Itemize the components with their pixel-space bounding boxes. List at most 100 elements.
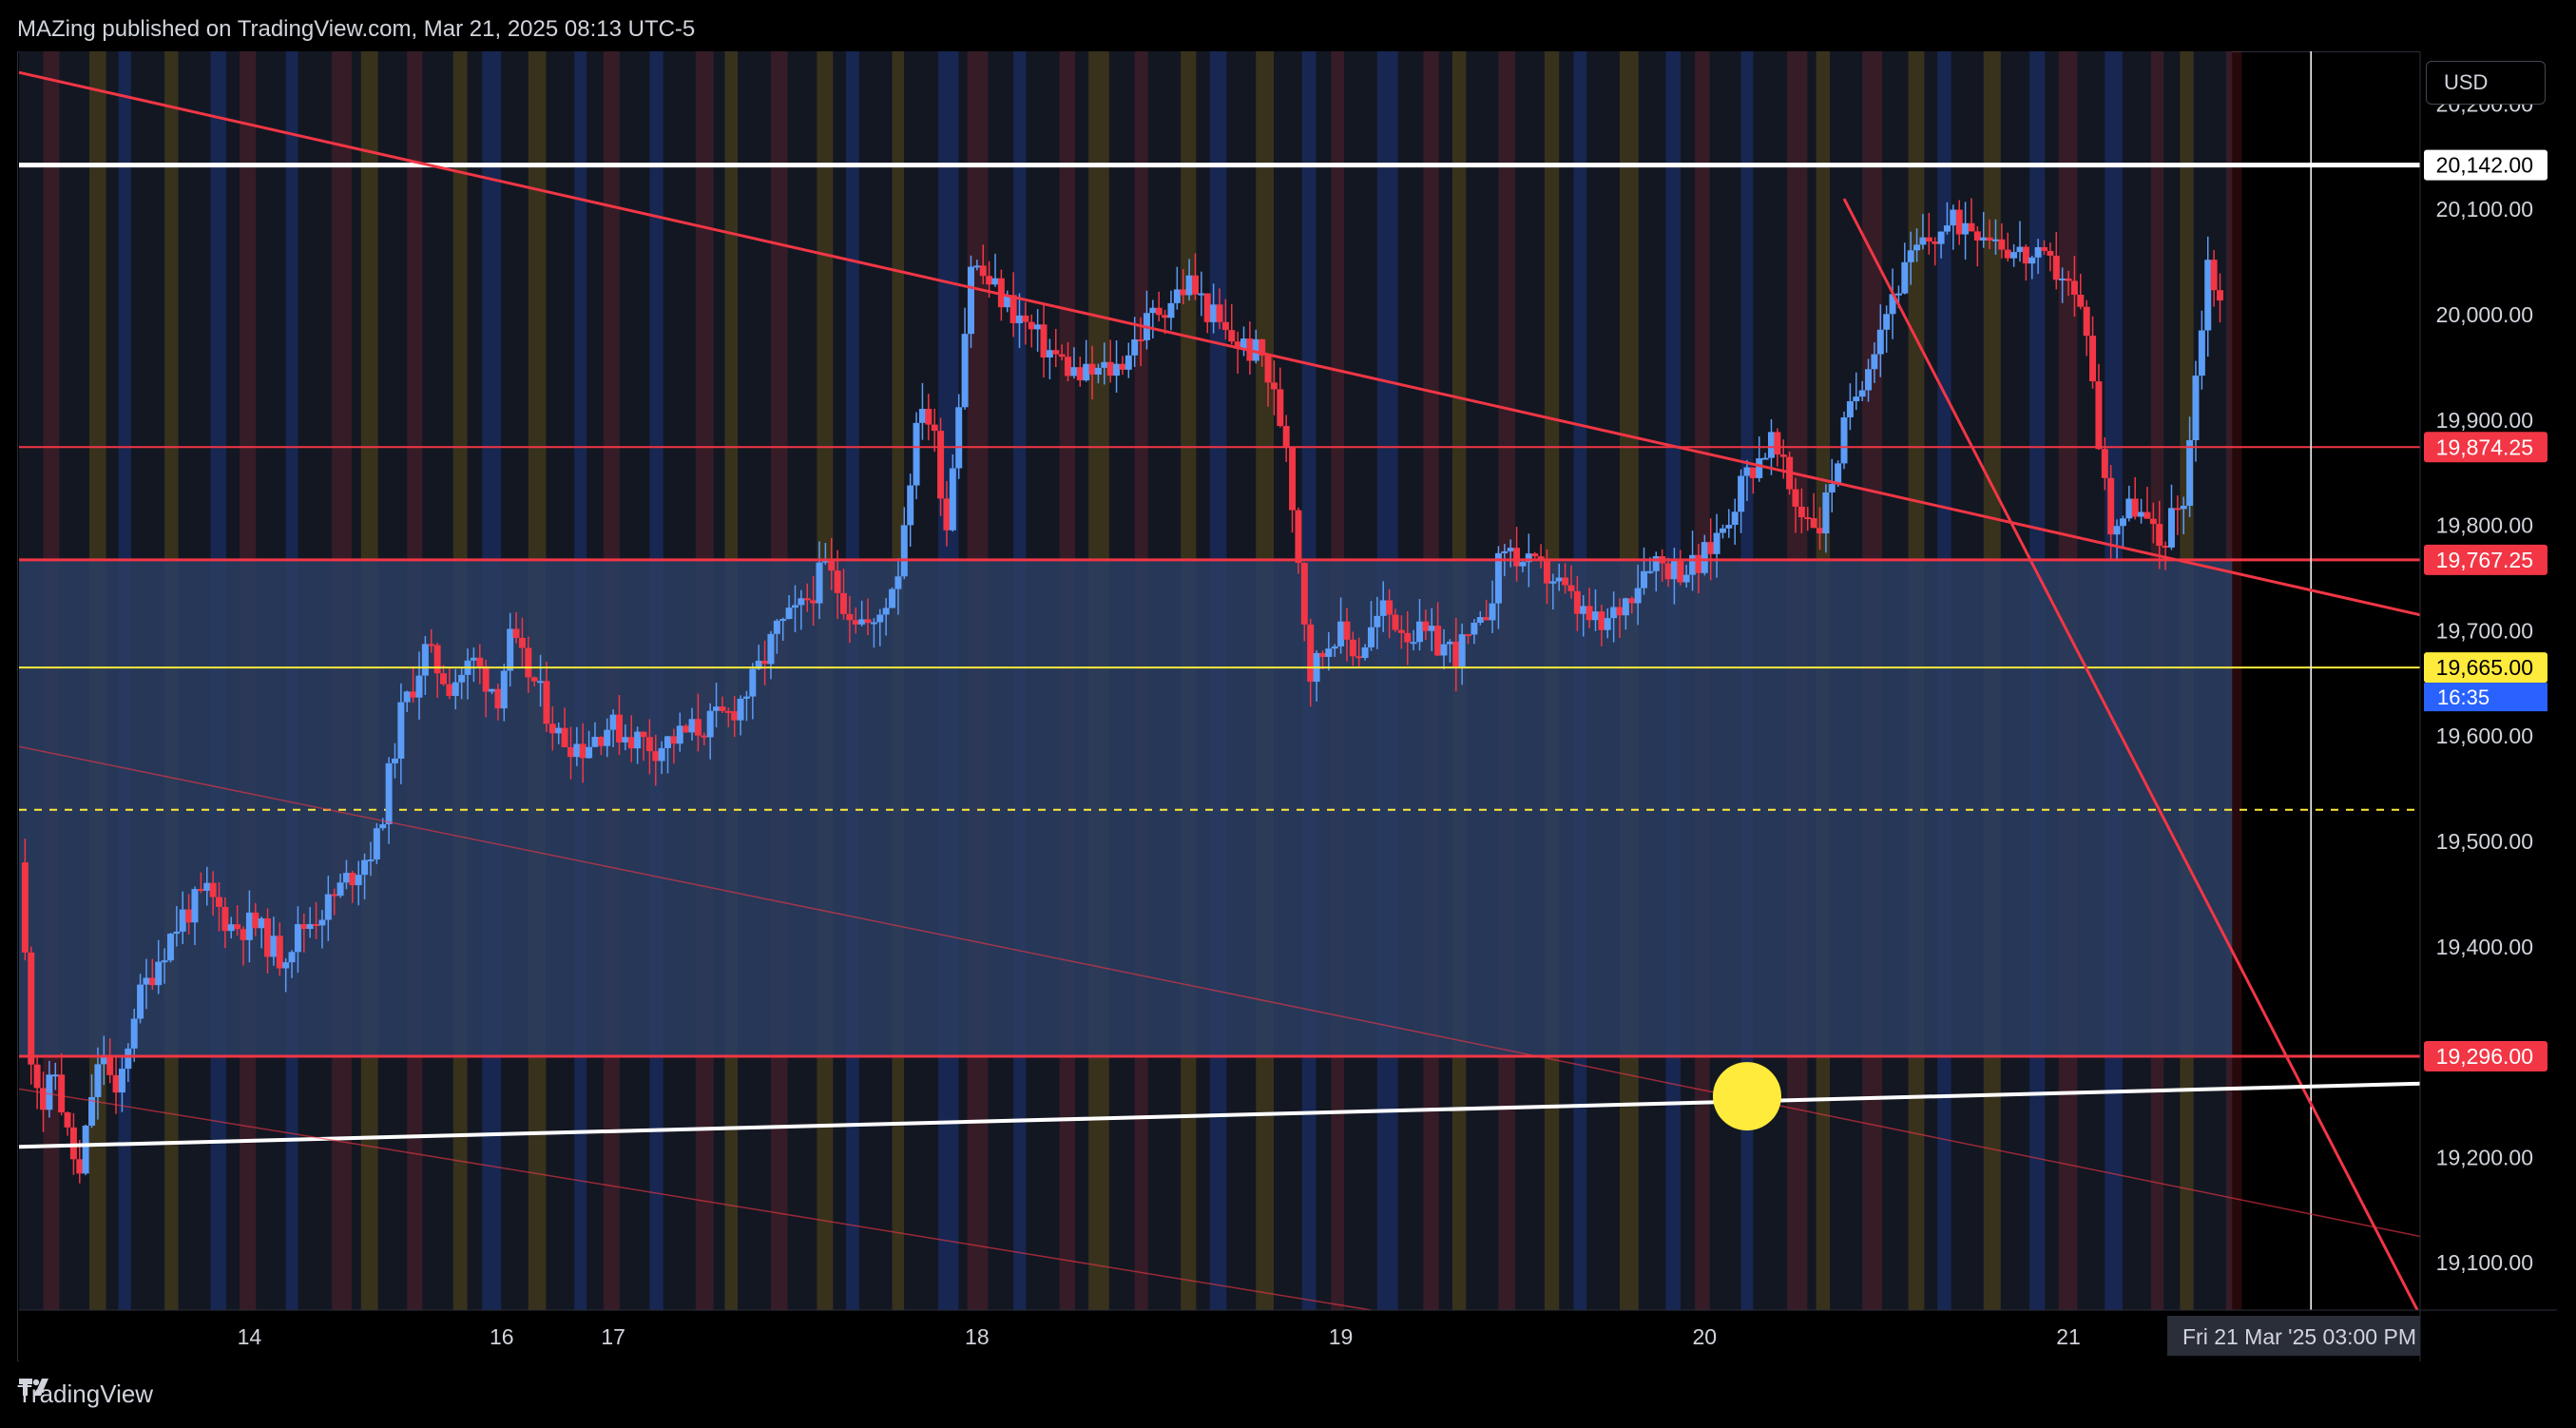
candle-body	[130, 1018, 138, 1049]
candle-body	[1894, 293, 1902, 296]
candle-body	[949, 468, 956, 531]
trendline	[18, 70, 2421, 617]
candle-body	[810, 600, 817, 604]
candle-body	[1210, 304, 1218, 322]
candle-body	[403, 691, 411, 703]
candle-body	[1058, 354, 1066, 357]
candle-body	[1943, 225, 1951, 232]
candle-body	[573, 743, 581, 758]
candle-body	[1149, 307, 1157, 314]
currency-button[interactable]: USD	[2426, 61, 2546, 105]
candle-body	[2083, 306, 2090, 337]
candle-body	[2059, 278, 2067, 280]
candle-body	[264, 917, 272, 957]
candle-body	[1519, 562, 1527, 567]
candle-body	[918, 408, 926, 423]
candle-body	[306, 923, 314, 930]
candle-body	[1125, 355, 1132, 370]
x-tick-label: 19	[1329, 1324, 1354, 1349]
candle-body	[276, 936, 283, 969]
candle-body	[1774, 432, 1781, 455]
candle-body	[1962, 222, 1970, 235]
candle-body	[798, 598, 805, 606]
candle-body	[227, 924, 235, 932]
candle-body	[1537, 556, 1545, 561]
candle-body	[1446, 641, 1453, 645]
candle-body	[1677, 559, 1684, 583]
candle-body	[1756, 458, 1763, 478]
candle-body	[1397, 629, 1405, 633]
candle-body	[234, 924, 241, 930]
candle-body	[1277, 389, 1284, 427]
candle-body	[1804, 517, 1812, 520]
candle-body	[367, 859, 375, 862]
candle-body	[1797, 506, 1805, 518]
candle-body	[33, 1064, 41, 1089]
candle-body	[1361, 646, 1369, 658]
candle-body	[530, 677, 538, 682]
candle-body	[476, 657, 484, 666]
candle-body	[361, 859, 369, 876]
candle-body	[2028, 257, 2036, 264]
candle-body	[609, 714, 617, 730]
candle-body	[69, 1127, 77, 1160]
candle-body	[1567, 585, 1575, 591]
candle-body	[1865, 369, 1873, 391]
candle-body	[489, 688, 496, 692]
candle-body	[1046, 350, 1053, 357]
candle-body	[742, 696, 750, 699]
candle-body	[203, 882, 211, 891]
candle-body	[1259, 338, 1266, 357]
candle-body	[1761, 457, 1769, 460]
candle-body	[2022, 246, 2029, 264]
candle-body	[415, 675, 423, 698]
candle-body	[1264, 356, 1272, 383]
candle-body	[2180, 505, 2187, 510]
candle-body	[1343, 621, 1351, 640]
candle-body	[88, 1096, 96, 1126]
candle-body	[597, 737, 605, 746]
candle-body	[2156, 524, 2163, 547]
candle-body	[1998, 239, 2006, 250]
candle-body	[288, 952, 296, 963]
candle-body	[2162, 546, 2169, 549]
x-tick-label: 21	[2056, 1324, 2081, 1349]
candle-body	[2138, 511, 2145, 517]
candle-body	[1155, 307, 1163, 316]
candle-body	[555, 727, 563, 734]
candle-body	[1622, 598, 1629, 616]
candle-body	[185, 909, 193, 923]
candle-body	[446, 684, 453, 696]
candle-body	[1162, 315, 1169, 318]
candle-body	[1180, 289, 1187, 296]
candle-body	[1531, 553, 1539, 557]
candle-body	[1337, 621, 1345, 646]
candle-body	[749, 668, 757, 697]
candle-body	[2034, 246, 2042, 258]
candle-body	[676, 725, 683, 744]
candle-body	[652, 751, 660, 762]
candle-body	[537, 681, 545, 684]
candle-body	[986, 276, 993, 285]
candle-body	[1440, 644, 1448, 656]
candle-body	[604, 729, 611, 746]
crosshair-time-tag	[2167, 1316, 2420, 1356]
candle-body	[331, 894, 338, 897]
candle-body	[494, 688, 502, 709]
candle-body	[1713, 532, 1721, 554]
candle-body	[670, 736, 678, 744]
candle-body	[2089, 336, 2097, 382]
candle-body	[1131, 339, 1139, 356]
candle-body	[2041, 246, 2048, 251]
candle-body	[701, 735, 708, 738]
candle-body	[1318, 652, 1326, 657]
candle-body	[1494, 552, 1502, 604]
candle-body	[1719, 528, 1726, 533]
candle-body	[773, 620, 780, 634]
candle-body	[21, 862, 29, 953]
candle-body	[1295, 510, 1302, 564]
candle-body	[1695, 554, 1702, 573]
candle-body	[421, 644, 429, 676]
candle-body	[240, 929, 247, 940]
